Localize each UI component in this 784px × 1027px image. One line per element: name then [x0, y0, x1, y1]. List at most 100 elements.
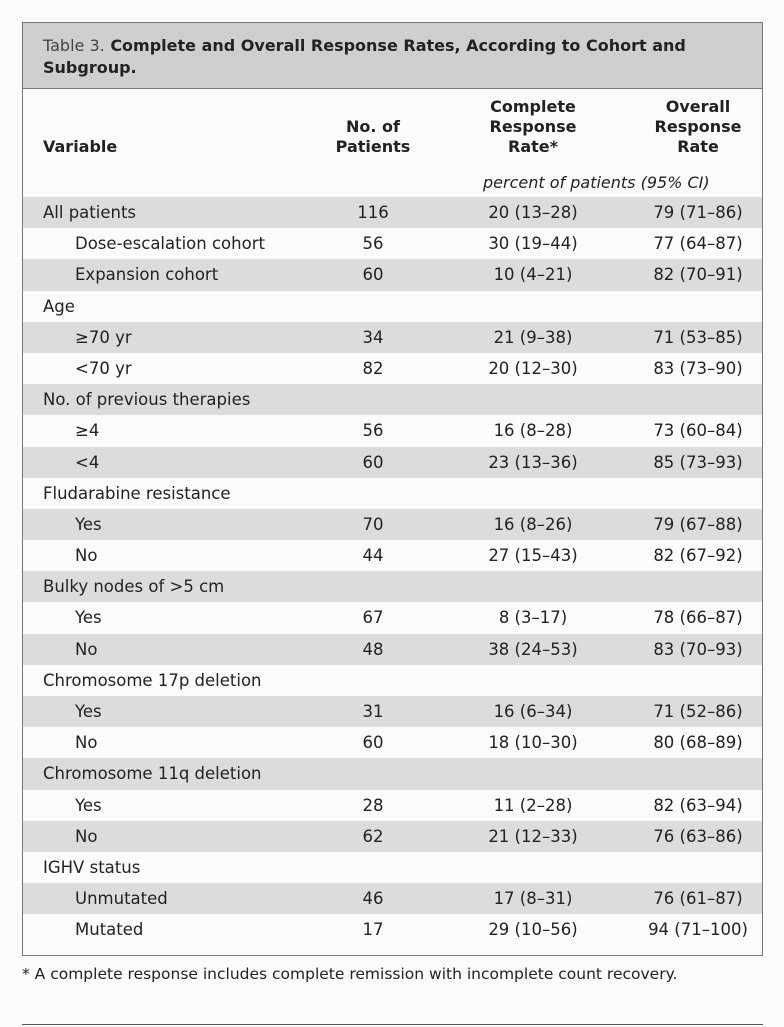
cell: 17: [362, 920, 384, 940]
cell: 60: [362, 452, 384, 472]
row-label: No: [75, 639, 98, 659]
cell: 62: [362, 826, 384, 846]
table-body: All patients 116 20 (13–28) 79 (71–86) Dose-…: [23, 197, 762, 946]
row-label: Expansion cohort: [75, 265, 219, 285]
cell: 17 (8–31): [493, 889, 573, 909]
column-header: Overall Response Rate: [654, 97, 742, 156]
cell: 79 (67–88): [653, 514, 743, 534]
table-row: All patients 116 20 (13–28) 79 (71–86): [23, 197, 762, 229]
title-text: Complete and Overall Response Rates, Acc…: [43, 36, 686, 77]
cell: 73 (60–84): [653, 421, 743, 441]
table-row: Chromosome 11q deletion: [23, 758, 762, 790]
cell: 60: [362, 733, 384, 753]
cell: 28: [362, 795, 384, 815]
cell: 82 (70–91): [653, 265, 743, 285]
table-row: Yes 67 8 (3–17) 78 (66–87): [23, 602, 762, 633]
table-row: No 48 38 (24–53) 83 (70–93): [23, 633, 762, 665]
table-row: Yes 31 16 (6–34) 71 (52–86): [23, 696, 762, 728]
row-label: No: [75, 546, 98, 566]
cell: 27 (15–43): [488, 546, 578, 566]
cell: 85 (73–93): [653, 452, 743, 472]
cell: 79 (71–86): [653, 203, 743, 222]
table-row: Age: [23, 291, 762, 322]
cell: 77 (64–87): [653, 234, 743, 254]
table-row: <70 yr 82 20 (12–30) 83 (73–90): [23, 353, 762, 384]
cell: 60: [362, 265, 384, 285]
cell: 82 (63–94): [653, 795, 743, 815]
cell: 21 (9–38): [493, 327, 573, 347]
table-label: Table 3.: [43, 36, 105, 55]
group-label: No. of previous therapies: [43, 390, 251, 410]
row-label: Yes: [75, 514, 102, 534]
cell: 56: [362, 234, 384, 254]
table-row: Unmutated 46 17 (8–31) 76 (61–87): [23, 883, 762, 915]
cell: 16 (8–26): [493, 514, 573, 534]
cell: 46: [362, 889, 384, 909]
cell: 56: [362, 421, 384, 441]
table-row: Yes 28 11 (2–28) 82 (63–94): [23, 790, 762, 821]
cell: 38 (24–53): [488, 639, 578, 659]
table-title: Table 3. Complete and Overall Response R…: [23, 23, 762, 89]
table-row: Mutated 17 29 (10–56) 94 (71–100): [23, 914, 762, 945]
group-label: Fludarabine resistance: [43, 483, 231, 503]
row-label: Yes: [75, 702, 102, 721]
row-label: ≥4: [75, 421, 100, 441]
cell: 76 (61–87): [653, 889, 743, 909]
cell: 20 (12–30): [488, 358, 578, 378]
cell: 116: [357, 203, 389, 222]
table-row: ≥4 56 16 (8–28) 73 (60–84): [23, 415, 762, 446]
row-label: Yes: [75, 608, 102, 628]
group-label: All patients: [43, 203, 137, 222]
table-row: No 44 27 (15–43) 82 (67–92): [23, 540, 762, 571]
cell: 10 (4–21): [493, 265, 573, 285]
cell: 76 (63–86): [653, 826, 743, 846]
cell: 23 (13–36): [488, 452, 578, 472]
table-row: Bulky nodes of >5 cm: [23, 571, 762, 603]
cell: 48: [362, 639, 384, 659]
table-row: Chromosome 17p deletion: [23, 665, 762, 696]
cell: 31: [362, 702, 384, 721]
row-label: Dose-escalation cohort: [75, 234, 265, 254]
table-row: Yes 70 16 (8–26) 79 (67–88): [23, 508, 762, 541]
cell: 30 (19–44): [488, 234, 578, 254]
units: percent of patients (95% CI): [483, 173, 710, 192]
cell: 44: [362, 546, 384, 566]
cell: 18 (10–30): [488, 733, 578, 753]
row-label: <70 yr: [75, 358, 132, 378]
table-row: IGHV status: [23, 852, 762, 883]
group-label: Chromosome 11q deletion: [43, 764, 262, 784]
cell: 21 (12–33): [488, 826, 578, 846]
row-label: <4: [75, 452, 100, 472]
table-row: Expansion cohort 60 10 (4–21) 82 (70–91): [23, 259, 762, 291]
cell: 20 (13–28): [488, 203, 578, 222]
cell: 16 (8–28): [493, 421, 573, 441]
table-row: <4 60 23 (13–36) 85 (73–93): [23, 446, 762, 478]
column-header: No. of Patients: [335, 117, 411, 156]
table-row: No. of previous therapies: [23, 384, 762, 416]
table-row: ≥70 yr 34 21 (9–38) 71 (53–85): [23, 321, 762, 353]
cell: 11 (2–28): [493, 795, 573, 815]
row-label: Mutated: [75, 920, 144, 940]
cell: 94 (71–100): [648, 920, 748, 940]
column-header: Variable: [43, 137, 118, 156]
row-label: No: [75, 826, 98, 846]
table-row: No 62 21 (12–33) 76 (63–86): [23, 820, 762, 852]
group-label: Bulky nodes of >5 cm: [43, 577, 225, 597]
row-label: Yes: [75, 795, 102, 815]
cell: 82: [362, 358, 384, 378]
group-label: Age: [43, 296, 75, 316]
row-label: No: [75, 733, 98, 753]
group-label: IGHV status: [43, 857, 141, 877]
table-row: No 60 18 (10–30) 80 (68–89): [23, 727, 762, 758]
table-row: Dose-escalation cohort 56 30 (19–44) 77 (64…: [23, 228, 762, 259]
cell: 83 (70–93): [653, 639, 743, 659]
column-header: Complete Response Rate*: [489, 97, 577, 156]
header: Variable No. of Patients Complete Respon…: [23, 89, 762, 197]
group-label: Chromosome 17p deletion: [43, 670, 262, 690]
cell: 34: [362, 327, 384, 347]
cell: 67: [362, 608, 384, 628]
row-label: ≥70 yr: [75, 327, 132, 347]
cell: 70: [362, 514, 384, 534]
cell: 80 (68–89): [653, 733, 743, 753]
